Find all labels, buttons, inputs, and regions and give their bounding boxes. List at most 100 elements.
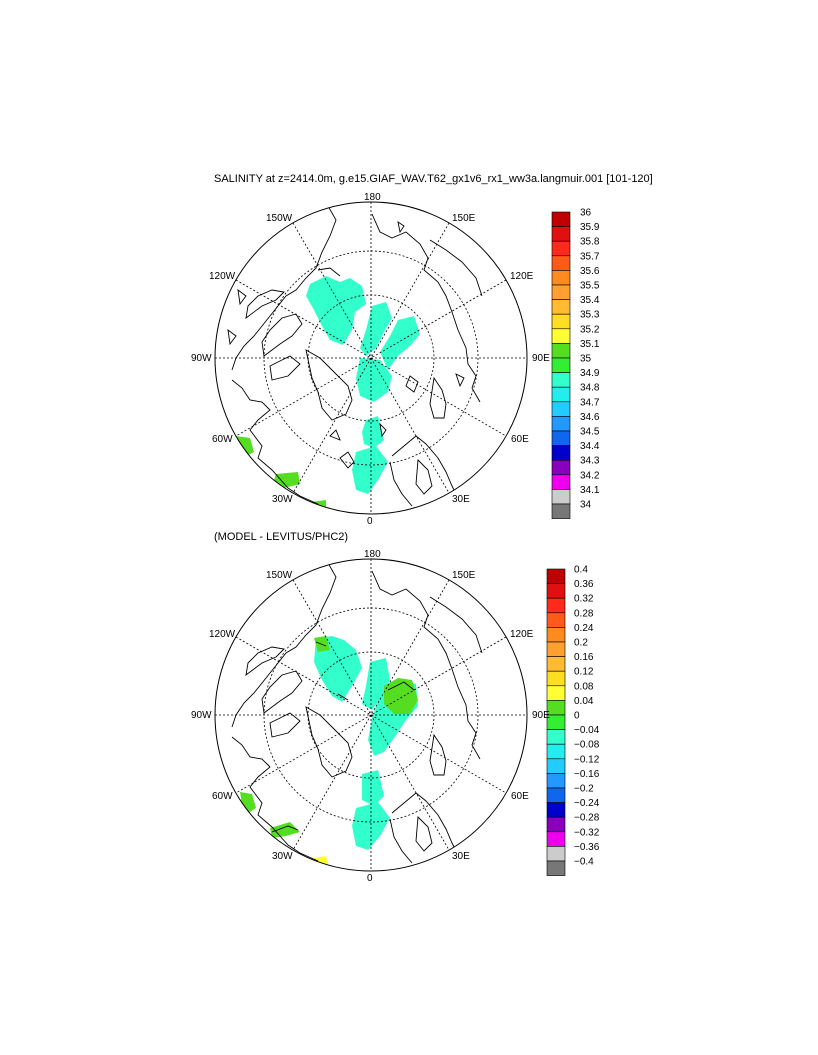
top-colorbar-swatch xyxy=(551,372,571,388)
bottom-colorbar-swatch xyxy=(546,568,566,584)
bottom-lon-label-0: 0 xyxy=(367,873,373,884)
top-colorbar-swatch xyxy=(551,255,571,271)
top-lon-label-60w: 60W xyxy=(212,434,233,445)
top-colorbar-swatch xyxy=(551,299,571,315)
top-lon-label-30w: 30W xyxy=(272,494,293,505)
bottom-polar-map xyxy=(214,558,528,872)
top-lon-label-60e: 60E xyxy=(511,434,529,445)
top-lon-label-90e: 90E xyxy=(532,353,550,364)
top-colorbar-tick-label: 34.4 xyxy=(580,441,600,452)
top-colorbar-tick-label: 36 xyxy=(580,208,592,219)
top-lon-label-120w: 120W xyxy=(209,271,236,282)
top-colorbar-swatch xyxy=(551,401,571,417)
bottom-lon-label-30e: 30E xyxy=(452,851,470,862)
top-colorbar-swatch xyxy=(551,503,571,519)
top-colorbar-swatch xyxy=(551,284,571,300)
top-colorbar-tick-label: 34.5 xyxy=(580,427,600,438)
bottom-lon-label-120w: 120W xyxy=(209,629,236,640)
bottom-lon-label-60w: 60W xyxy=(212,791,233,802)
top-colorbar-tick-label: 34.7 xyxy=(580,397,600,408)
bottom-colorbar-tick-label: 0.08 xyxy=(574,681,594,692)
bottom-lon-label-120e: 120E xyxy=(510,629,534,640)
bottom-colorbar-tick-label: 0.24 xyxy=(574,623,594,634)
bottom-colorbar-tick-label: 0.36 xyxy=(574,579,594,590)
bottom-colorbar-tick-label: −0.32 xyxy=(574,827,600,838)
top-colorbar-tick-label: 34.1 xyxy=(580,485,600,496)
top-colorbar-swatch xyxy=(551,386,571,403)
top-lon-label-0: 0 xyxy=(367,516,373,527)
top-map-border xyxy=(214,201,528,515)
bottom-coastlines xyxy=(231,562,483,864)
top-polar-map xyxy=(214,201,528,515)
bottom-colorbar-swatch xyxy=(546,583,566,599)
top-colorbar-swatch xyxy=(551,240,571,257)
bottom-colorbar-tick-label: −0.28 xyxy=(574,813,600,824)
bottom-colorbar-tick-label: −0.12 xyxy=(574,754,600,765)
top-lon-label-30e: 30E xyxy=(452,494,470,505)
bottom-colorbar-tick-label: 0.4 xyxy=(574,565,588,576)
bottom-colorbar-tick-label: −0.04 xyxy=(574,725,600,736)
bottom-colorbar-tick-label: 0.2 xyxy=(574,638,588,649)
top-coastlines xyxy=(227,205,483,507)
top-colorbar-tick-label: 34.3 xyxy=(580,456,600,467)
top-colorbar-tick-label: 34.8 xyxy=(580,383,600,394)
bottom-anomaly-fill-green xyxy=(240,636,418,838)
bottom-colorbar-swatch xyxy=(546,685,566,701)
bottom-colorbar-swatch xyxy=(546,627,566,643)
bottom-colorbar-swatch xyxy=(546,787,566,803)
bottom-lon-label-180: 180 xyxy=(364,549,381,560)
top-colorbar-swatch xyxy=(551,445,571,461)
top-graticule xyxy=(215,202,527,514)
bottom-colorbar-swatch xyxy=(546,816,566,833)
top-lon-label-180: 180 xyxy=(364,192,381,203)
bottom-colorbar-tick-label: 0.12 xyxy=(574,667,594,678)
top-colorbar-swatch xyxy=(551,328,571,344)
bottom-lon-label-150w: 150W xyxy=(266,570,293,581)
top-colorbar: 36 35.9 35.8 35.7 35.6 35.5 35.4 35.3 35.2 35.1 35… xyxy=(551,208,600,519)
bottom-colorbar-swatch xyxy=(546,743,566,760)
bottom-colorbar-tick-label: 0.16 xyxy=(574,652,594,663)
bottom-colorbar-tick-label: −0.08 xyxy=(574,740,600,751)
bottom-colorbar-tick-label: −0.24 xyxy=(574,798,600,809)
plot-title: SALINITY at z=2414.0m, g.e15.GIAF_WAV.T6… xyxy=(214,173,653,185)
top-colorbar-tick-label: 35.8 xyxy=(580,237,600,248)
bottom-colorbar-tick-label: 0 xyxy=(574,711,580,722)
top-colorbar-swatch xyxy=(551,211,571,227)
bottom-lon-label-60e: 60E xyxy=(511,791,529,802)
top-colorbar-swatch xyxy=(551,313,571,330)
bottom-anomaly-fill xyxy=(314,636,418,850)
bottom-colorbar: 0.4 0.36 0.32 0.28 0.24 0.2 0.16 0.12 0.08 0.04 0 −… xyxy=(546,565,600,876)
top-colorbar-tick-label: 35 xyxy=(580,354,592,365)
top-colorbar-swatch xyxy=(551,226,571,242)
bottom-colorbar-swatch xyxy=(546,656,566,672)
top-colorbar-tick-label: 35.7 xyxy=(580,251,600,262)
bottom-colorbar-swatch xyxy=(546,758,566,774)
top-colorbar-tick-label: 35.4 xyxy=(580,295,600,306)
bottom-colorbar-swatch xyxy=(546,641,566,657)
top-colorbar-tick-label: 35.5 xyxy=(580,281,600,292)
top-colorbar-tick-label: 34.2 xyxy=(580,470,600,481)
top-colorbar-tick-label: 34.9 xyxy=(580,368,600,379)
bottom-colorbar-swatch xyxy=(546,831,566,847)
top-colorbar-tick-label: 35.6 xyxy=(580,266,600,277)
top-lon-label-120e: 120E xyxy=(510,271,534,282)
top-colorbar-swatch xyxy=(551,357,571,373)
bottom-lon-label-90w: 90W xyxy=(191,710,212,721)
bottom-colorbar-tick-label: −0.16 xyxy=(574,769,600,780)
top-colorbar-tick-label: 35.2 xyxy=(580,324,600,335)
bottom-colorbar-tick-label: −0.36 xyxy=(574,842,600,853)
top-colorbar-swatch xyxy=(551,489,571,505)
bottom-colorbar-tick-label: 0.28 xyxy=(574,608,594,619)
difference-subtitle: (MODEL - LEVITUS/PHC2) xyxy=(214,531,349,543)
bottom-colorbar-swatch xyxy=(546,729,566,745)
top-colorbar-swatch xyxy=(551,459,571,476)
bottom-colorbar-swatch xyxy=(546,860,566,876)
top-colorbar-swatch xyxy=(551,343,571,359)
bottom-map-border xyxy=(214,558,528,872)
bottom-colorbar-tick-label: 0.04 xyxy=(574,696,594,707)
bottom-lon-label-90e: 90E xyxy=(532,710,550,721)
top-colorbar-swatch xyxy=(551,474,571,490)
bottom-colorbar-tick-label: 0.32 xyxy=(574,594,594,605)
bottom-colorbar-swatch xyxy=(546,670,566,687)
